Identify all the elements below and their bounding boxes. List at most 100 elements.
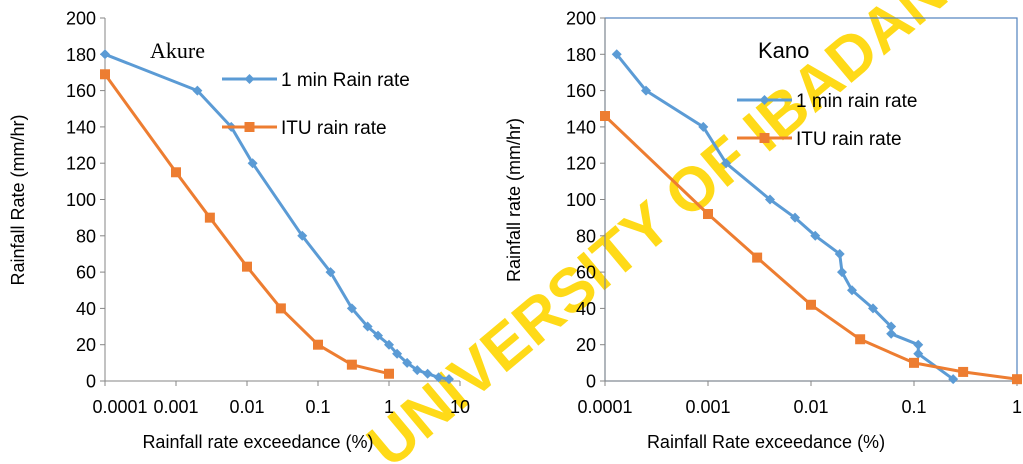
x-axis-label: Rainfall rate exceedance (%) — [142, 432, 373, 452]
x-axis-label: Rainfall Rate exceedance (%) — [647, 432, 885, 452]
x-tick-label: 0.01 — [793, 397, 828, 417]
data-point — [275, 303, 286, 314]
y-tick-label: 0 — [586, 372, 596, 392]
legend-label: ITU rain rate — [281, 118, 387, 139]
y-tick-label: 40 — [76, 299, 96, 319]
data-point — [790, 212, 801, 223]
data-point — [846, 285, 857, 296]
data-point — [313, 339, 323, 350]
y-tick-label: 200 — [66, 9, 96, 29]
data-point — [373, 330, 384, 341]
y-axis-label: Rainfall Rate (mm/hr) — [8, 114, 28, 285]
y-tick-label: 60 — [576, 263, 596, 283]
legend-label: 1 min rain rate — [796, 91, 917, 112]
chart-akure: 0 20 40 60 80 100 120 140 160 180 200 0.0001 0.001 0.… — [8, 9, 470, 453]
data-point — [384, 339, 394, 350]
data-point — [600, 111, 610, 122]
data-point — [806, 299, 816, 310]
x-tick-label: 0.01 — [229, 397, 264, 417]
data-point — [422, 368, 433, 379]
y-tick-label: 0 — [86, 372, 96, 392]
data-point — [247, 158, 258, 169]
data-point — [402, 357, 413, 368]
y-tick-label: 60 — [76, 263, 96, 283]
data-point — [433, 372, 444, 383]
data-point — [611, 49, 622, 60]
y-tick-label: 20 — [576, 335, 596, 355]
data-point — [886, 321, 897, 332]
data-point — [384, 368, 394, 379]
data-point — [1012, 374, 1022, 385]
y-tick-label: 180 — [66, 45, 96, 65]
series-line — [103, 73, 390, 376]
data-point — [346, 303, 357, 314]
x-tick-label: 0.0001 — [577, 397, 632, 417]
data-point — [752, 252, 763, 263]
y-tick-label: 120 — [566, 154, 596, 174]
x-tick-label: 0.1 — [305, 397, 330, 417]
series-line — [104, 52, 450, 381]
y-tick-label: 20 — [76, 335, 96, 355]
data-point — [100, 49, 110, 60]
data-point — [412, 365, 423, 376]
data-point — [325, 267, 336, 278]
data-point — [837, 267, 848, 278]
y-tick-label: 80 — [76, 226, 96, 246]
x-tick-label: 0.1 — [901, 397, 926, 417]
data-point — [834, 248, 845, 259]
chart-title: Akure — [150, 38, 205, 63]
y-tick-label: 80 — [576, 226, 596, 246]
y-tick-label: 140 — [66, 117, 96, 137]
data-point — [100, 69, 110, 80]
data-point — [909, 357, 919, 368]
y-tick-label: 100 — [66, 190, 96, 210]
data-point — [242, 261, 252, 272]
data-point — [204, 212, 215, 223]
x-tick-label: 0.001 — [685, 397, 730, 417]
data-point — [171, 167, 181, 178]
data-point — [948, 374, 959, 385]
legend-marker — [759, 133, 770, 143]
data-point — [886, 328, 897, 339]
x-tick-label: 0.001 — [153, 397, 198, 417]
y-tick-label: 160 — [566, 81, 596, 101]
data-point — [810, 230, 821, 241]
legend-marker — [759, 95, 770, 105]
data-point — [913, 348, 924, 359]
data-point — [297, 230, 308, 241]
data-point — [192, 85, 203, 96]
x-tick-label: 10 — [450, 397, 470, 417]
y-tick-label: 40 — [576, 299, 596, 319]
data-point — [640, 85, 651, 96]
data-point — [721, 158, 732, 169]
x-tick-label: 1 — [1012, 397, 1022, 417]
legend-marker — [244, 74, 255, 84]
data-point — [362, 321, 373, 332]
data-point — [913, 339, 924, 350]
series-line — [615, 53, 955, 381]
legend-marker — [244, 122, 255, 132]
series-line — [603, 114, 1018, 381]
data-point — [392, 348, 403, 359]
y-tick-label: 140 — [566, 117, 596, 137]
y-axis-label: Rainfall rate (mm/hr) — [504, 118, 524, 282]
data-point — [958, 366, 969, 377]
data-point — [703, 209, 713, 220]
legend-label: ITU rain rate — [796, 129, 902, 150]
y-tick-label: 200 — [566, 9, 596, 29]
data-point — [868, 303, 879, 314]
data-point — [855, 334, 866, 345]
watermark: UNIVERSITY OF IBADAN LIBRARY — [355, 0, 1023, 464]
x-tick-label: 0.0001 — [92, 397, 147, 417]
y-tick-label: 180 — [566, 45, 596, 65]
x-tick-label: 1 — [384, 397, 394, 417]
data-point — [346, 359, 357, 370]
chart-kano: 0 20 40 60 80 100 120 140 160 180 200 0.0001 0.001 0.… — [504, 9, 1022, 453]
y-tick-label: 120 — [66, 154, 96, 174]
legend-label: 1 min Rain rate — [281, 70, 410, 91]
data-point — [444, 374, 455, 385]
y-tick-label: 100 — [566, 190, 596, 210]
data-point — [765, 194, 776, 205]
chart-title: Kano — [758, 38, 809, 63]
